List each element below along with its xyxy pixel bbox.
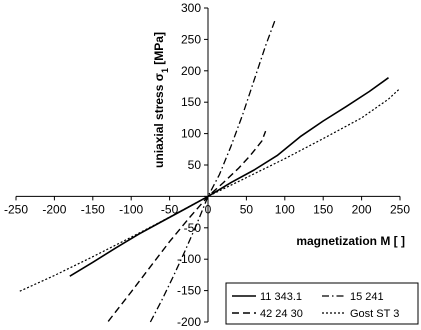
chart-tick-labels: -250 -200 -150 -100 -50 0 50 100 150 200 250-200-1… (4, 1, 410, 329)
y-tick-label: 150 (181, 95, 201, 109)
chart-axes (15, 7, 401, 323)
y-tick-label: -50 (184, 221, 202, 235)
y-axis-title-subscript: 1 (160, 68, 170, 73)
y-tick-label: 50 (188, 158, 202, 172)
x-tick-label: 100 (275, 202, 295, 216)
x-tick-label: 150 (313, 202, 333, 216)
x-tick-label: 0 (205, 202, 212, 216)
legend-label-1: 15 241 (350, 291, 384, 303)
y-tick-label: -100 (177, 252, 201, 266)
x-tick-label: -250 (4, 202, 28, 216)
y-tick-label: 100 (181, 127, 201, 141)
y-tick-label: -150 (177, 284, 201, 298)
legend-label-2: 42 24 30 (260, 308, 303, 320)
y-axis-title-main: uniaxial stress σ (152, 73, 166, 168)
x-tick-label: -50 (161, 202, 179, 216)
x-tick-label: 200 (352, 202, 372, 216)
y-tick-label: 300 (181, 1, 201, 15)
x-tick-label: 250 (390, 202, 410, 216)
y-tick-label: 200 (181, 64, 201, 78)
series-line-1 (149, 18, 277, 323)
x-axis-title: magnetization M [ ] (296, 234, 405, 248)
legend-box (225, 282, 419, 325)
legend-label-0: 11 343.1 (260, 291, 302, 303)
chart-marks (19, 18, 401, 323)
legend-label-3: Gost ST 3 (350, 308, 399, 320)
y-axis-title: uniaxial stress σ1 [MPa] (152, 32, 170, 168)
series-line-0 (69, 77, 389, 277)
x-tick-label: -100 (119, 202, 143, 216)
x-tick-label: -150 (81, 202, 105, 216)
y-axis-title-unit: [MPa] (152, 32, 166, 68)
legend: 11 343.1 15 241 42 24 30 Gost ST 3 (225, 282, 419, 325)
y-tick-label: 250 (181, 32, 201, 46)
x-tick-label: 50 (240, 202, 254, 216)
x-tick-label: -200 (42, 202, 66, 216)
y-tick-label: -200 (177, 315, 201, 329)
series-line-3 (19, 87, 401, 292)
